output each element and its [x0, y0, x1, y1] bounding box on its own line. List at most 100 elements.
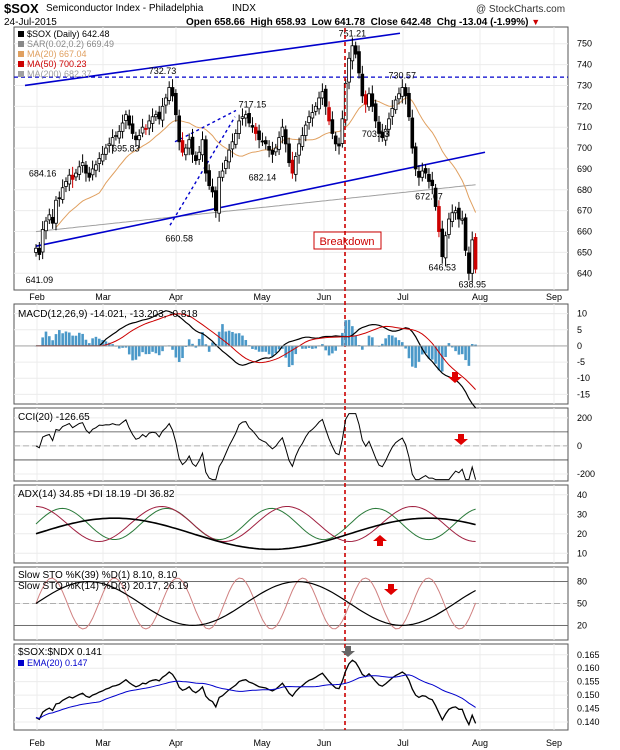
candle-body	[460, 218, 465, 221]
x-tick-label: Aug	[472, 738, 488, 748]
legend-swatch	[18, 61, 24, 67]
down-triangle-icon: ▼	[531, 17, 541, 27]
macd-histogram-bar	[420, 345, 424, 355]
x-tick-label: Jul	[397, 292, 409, 302]
macd-histogram-bar	[470, 344, 474, 347]
candle-body	[174, 92, 178, 116]
y-tick-label: 0	[577, 441, 582, 451]
macd-histogram-bar	[430, 345, 434, 360]
panel-frame-1	[13, 303, 569, 405]
macd-histogram-bar	[181, 345, 184, 359]
macd-title: MACD(12,26,9) -14.021, -13.203, -0.818	[18, 309, 198, 320]
candle-body	[393, 99, 398, 111]
macd-histogram-bar	[447, 343, 451, 347]
candle-body	[293, 156, 298, 175]
macd-histogram-bar	[134, 345, 138, 360]
macd-histogram-bar	[131, 345, 134, 361]
macd-histogram-bar	[327, 345, 331, 356]
price-annotation: 717.15	[239, 100, 267, 110]
y-tick-label: -15	[577, 389, 590, 399]
macd-histogram-bar	[141, 345, 144, 353]
macd-histogram-bar	[171, 345, 174, 350]
candle-body	[137, 135, 142, 141]
macd-histogram-bar	[91, 338, 94, 347]
chg-value: -13.04 (-1.99%)	[459, 17, 529, 28]
candle-body	[194, 155, 198, 161]
candle-body	[87, 172, 92, 178]
candle-body	[417, 171, 421, 178]
macd-histogram-bar	[341, 332, 344, 347]
macd-histogram-bar	[94, 336, 98, 347]
candle-body	[470, 239, 475, 274]
header-date: 24-Jul-2015	[4, 17, 57, 28]
candle-body	[34, 247, 38, 253]
price-annotation: 751.21	[339, 29, 367, 39]
candle-body	[157, 111, 162, 120]
candle-body	[250, 125, 255, 128]
macd-histogram-bar	[261, 345, 264, 352]
macd-histogram-bar	[434, 345, 437, 364]
x-tick-label: Apr	[169, 292, 183, 302]
price-annotation: 641.09	[26, 275, 54, 285]
macd-histogram-bar	[87, 343, 91, 347]
candle-body	[140, 126, 145, 134]
macd-histogram-bar	[460, 345, 464, 355]
macd-histogram-bar	[287, 345, 291, 367]
candle-body	[440, 228, 445, 258]
y-tick-label: 710	[577, 122, 592, 132]
candle-body	[473, 236, 478, 270]
macd-histogram-bar	[137, 345, 141, 357]
x-tick-label: Sep	[546, 738, 562, 748]
candle-body	[47, 214, 52, 221]
macd-histogram-bar	[284, 345, 288, 358]
candle-body	[37, 247, 42, 255]
macd-histogram-bar	[201, 332, 204, 347]
close-value: 642.48	[400, 17, 432, 28]
y-tick-label: 650	[577, 247, 592, 257]
macd-histogram-bar	[401, 342, 404, 347]
candle-body	[50, 216, 55, 224]
candle-body	[380, 131, 385, 139]
macd-histogram-bar	[391, 335, 394, 347]
macd-histogram-bar	[68, 332, 71, 347]
candle-body	[317, 97, 321, 110]
macd-histogram-bar	[294, 345, 298, 355]
candle-body	[400, 87, 405, 97]
macd-histogram-bar	[184, 345, 188, 347]
macd-histogram-bar	[281, 345, 284, 349]
candle-body	[377, 121, 381, 134]
candle-body	[337, 143, 341, 147]
macd-histogram-bar	[197, 338, 201, 347]
candle-body	[310, 112, 315, 119]
macd-histogram-bar	[314, 345, 318, 349]
panel-frame-5	[13, 643, 569, 731]
y-tick-label: 200	[577, 413, 592, 423]
macd-histogram-bar	[474, 344, 477, 347]
macd-histogram-bar	[324, 345, 328, 351]
close-label: Close	[370, 17, 398, 28]
candle-body	[270, 149, 275, 155]
candle-body	[453, 210, 458, 214]
candle-body	[180, 140, 185, 153]
candle-body	[200, 139, 205, 156]
macd-histogram-bar	[107, 342, 111, 347]
candle-body	[457, 207, 461, 220]
candle-body	[340, 118, 345, 144]
open-value: 658.66	[214, 17, 245, 28]
y-tick-label: 5	[577, 325, 582, 335]
macd-histogram-bar	[371, 337, 374, 347]
legend-label: $SOX (Daily) 642.48	[27, 29, 110, 39]
y-tick-label: 670	[577, 206, 592, 216]
candle-body	[190, 136, 195, 155]
macd-histogram-bar	[291, 345, 294, 366]
macd-histogram-bar	[117, 345, 121, 349]
sto-title-1: Slow STO %K(39) %D(1) 8.10, 8.10	[18, 570, 178, 581]
macd-histogram-bar	[231, 332, 234, 347]
breakdown-callout-text: Breakdown	[319, 236, 374, 248]
candle-body	[333, 135, 338, 145]
macd-histogram-bar	[58, 330, 61, 347]
macd-histogram-bar	[234, 333, 238, 347]
slow-sto-39-line	[35, 580, 476, 627]
candle-body	[227, 149, 231, 163]
